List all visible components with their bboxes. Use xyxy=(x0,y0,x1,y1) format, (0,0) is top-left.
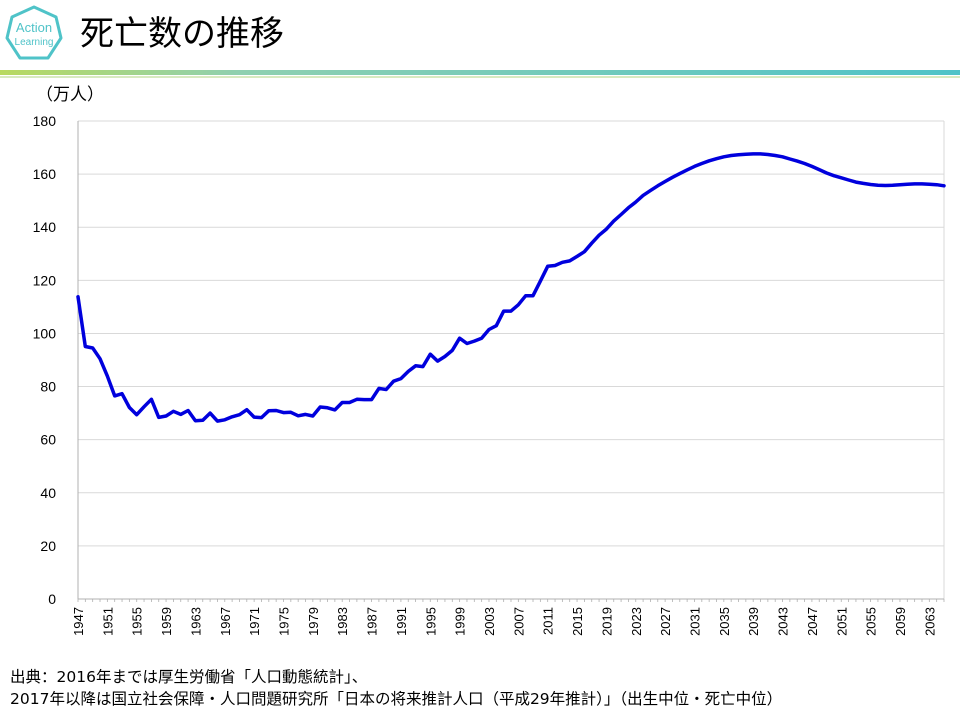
y-tick-labels: 0 20 40 60 80 100 120 140 160 180 xyxy=(33,113,57,607)
y-tick-label: 120 xyxy=(33,272,57,288)
x-tick-label: 1979 xyxy=(306,607,321,636)
x-tick-label: 2047 xyxy=(805,607,820,636)
x-tick-label: 2023 xyxy=(629,607,644,636)
x-tick-label: 2063 xyxy=(922,607,937,636)
source-note: 出典：2016年までは厚生労働省「人口動態統計」、 2017年以降は国立社会保障… xyxy=(10,666,782,710)
y-tick-label: 100 xyxy=(33,325,57,341)
x-tick-label: 1991 xyxy=(394,607,409,636)
x-tick-label: 1975 xyxy=(276,607,291,636)
chart-axes xyxy=(77,120,945,602)
x-tick-label: 1987 xyxy=(365,607,380,636)
x-tick-label: 2027 xyxy=(658,607,673,636)
y-axis-unit-label: （万人） xyxy=(36,85,104,105)
x-tick-label: 1951 xyxy=(100,607,115,636)
x-tick-label: 1995 xyxy=(423,607,438,636)
source-line-1: 出典：2016年までは厚生労働省「人口動態統計」、 xyxy=(10,668,368,686)
x-tick-label: 1967 xyxy=(218,607,233,636)
x-tick-label: 2039 xyxy=(746,607,761,636)
x-tick-label: 2055 xyxy=(864,607,879,636)
x-tick-label: 2003 xyxy=(482,607,497,636)
action-learning-logo: Action Learning xyxy=(4,4,64,64)
y-tick-label: 40 xyxy=(40,485,56,501)
x-tick-labels: 1947 1951 1955 1959 1963 1967 1971 1975 1979 1983… xyxy=(71,607,937,636)
y-tick-label: 180 xyxy=(33,113,57,129)
x-tick-label: 2007 xyxy=(511,607,526,636)
y-tick-label: 160 xyxy=(33,166,57,182)
x-tick-label: 2059 xyxy=(893,607,908,636)
x-tick-label: 1963 xyxy=(188,607,203,636)
logo-badge-icon: Action Learning xyxy=(5,5,63,60)
x-tick-label: 2011 xyxy=(541,607,556,635)
y-tick-label: 20 xyxy=(40,538,56,554)
x-tick-label: 1971 xyxy=(247,607,262,636)
header-divider xyxy=(0,70,960,78)
x-tick-label: 1955 xyxy=(130,607,145,636)
header-divider-shadow xyxy=(0,76,960,78)
series-line-deaths xyxy=(76,152,946,423)
x-tick-label: 2043 xyxy=(776,607,791,636)
x-tick-label: 1999 xyxy=(453,607,468,636)
y-tick-label: 0 xyxy=(48,591,56,607)
logo-text-learning: Learning xyxy=(15,37,54,48)
x-tick-label: 2051 xyxy=(834,607,849,636)
logo-text-action: Action xyxy=(16,20,52,35)
y-tick-label: 140 xyxy=(33,219,57,235)
header-divider-bar xyxy=(0,70,960,75)
y-tick-label: 60 xyxy=(40,432,56,448)
series-layer xyxy=(76,152,946,423)
y-tick-label: 80 xyxy=(40,379,56,395)
deaths-line-chart: 0 20 40 60 80 100 120 140 160 180 1947 1951 1955 195… xyxy=(33,113,946,636)
x-tick-label: 2015 xyxy=(570,607,585,636)
x-tick-label: 2019 xyxy=(599,607,614,636)
x-tick-label: 1983 xyxy=(335,607,350,636)
x-tick-label: 2035 xyxy=(717,607,732,636)
x-tick-label: 1959 xyxy=(159,607,174,636)
page-title: 死亡数の推移 xyxy=(80,14,284,54)
source-line-2: 2017年以降は国立社会保障・人口問題研究所「日本の将来推計人口（平成29年推計… xyxy=(10,690,783,708)
grid-lines xyxy=(78,120,944,547)
x-tick-label: 1947 xyxy=(71,607,86,636)
x-tick-label: 2031 xyxy=(687,607,702,636)
